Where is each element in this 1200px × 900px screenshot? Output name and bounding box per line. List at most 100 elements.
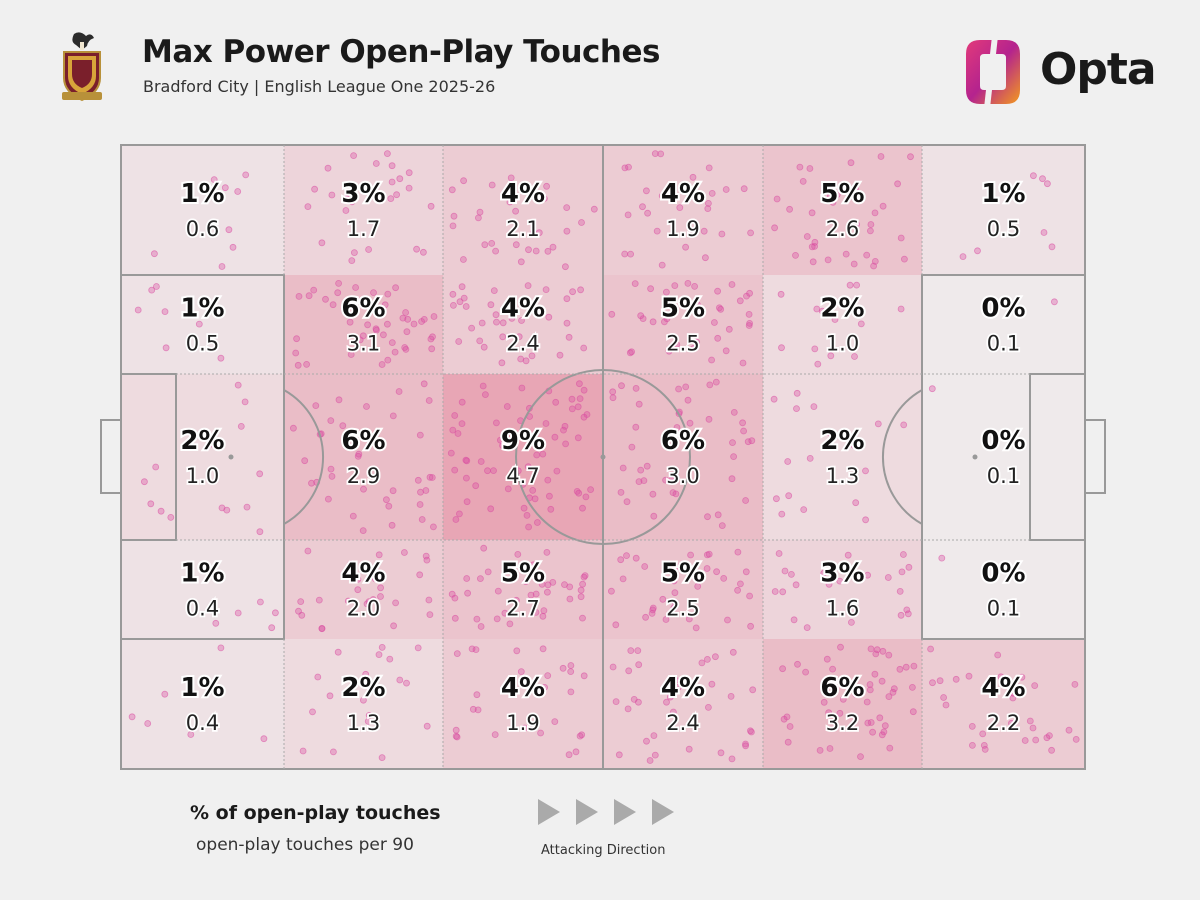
touch-dot <box>546 492 553 500</box>
touch-dot <box>522 578 530 585</box>
touch-dot <box>378 754 386 761</box>
touch-dot <box>383 320 391 328</box>
touch-dot <box>650 512 658 520</box>
touch-dot <box>152 463 160 471</box>
touch-dot <box>863 251 871 259</box>
touch-dot <box>717 749 725 757</box>
touch-dot <box>512 241 520 249</box>
zone-percent-label: 5% <box>501 559 545 589</box>
touch-dot <box>524 463 532 471</box>
touch-dot <box>666 693 674 701</box>
touch-dot <box>778 510 786 518</box>
zone-per90-label: 1.3 <box>826 464 859 488</box>
touch-dot <box>364 718 372 725</box>
touch-dot <box>609 394 617 402</box>
touch-dot <box>628 443 636 451</box>
opta-brand-text: Opta <box>1040 44 1157 95</box>
touch-dot <box>724 616 731 624</box>
touch-dot <box>794 660 801 668</box>
touch-dot <box>481 241 489 249</box>
touch-dot <box>827 192 834 200</box>
heat-cell <box>443 145 603 275</box>
touch-dot <box>541 195 548 202</box>
heat-cell <box>443 639 603 769</box>
touch-dot <box>886 744 894 752</box>
touch-dot <box>643 737 650 745</box>
touch-dot <box>346 318 354 326</box>
touch-dot <box>1018 673 1026 681</box>
touch-dot <box>167 514 175 521</box>
touch-dot <box>360 567 368 574</box>
touch-dot <box>771 224 778 232</box>
touch-dot <box>490 287 498 295</box>
touch-dot <box>157 507 165 515</box>
touch-dot <box>356 336 364 344</box>
touch-dot <box>560 426 567 434</box>
touch-dot <box>375 551 383 559</box>
zone-per90-label: 2.5 <box>666 597 699 621</box>
zone-percent-label: 6% <box>661 426 705 456</box>
touch-dot <box>880 728 888 736</box>
touch-dot <box>256 470 264 478</box>
touch-dot <box>662 476 669 484</box>
touch-dot <box>418 516 426 523</box>
touch-dot <box>530 228 537 236</box>
zone-per90-label: 2.1 <box>506 217 539 241</box>
touch-dot <box>451 614 459 622</box>
touch-dot <box>897 611 905 619</box>
touch-dot <box>1048 243 1056 251</box>
zone-per90-label: 2.5 <box>666 332 699 356</box>
touch-dot <box>1029 724 1037 732</box>
touch-dot <box>705 164 713 172</box>
touch-dot <box>425 596 433 604</box>
touch-dot <box>468 645 476 653</box>
touch-dot <box>351 433 359 441</box>
touch-dot <box>295 292 303 300</box>
touch-dot <box>362 670 370 678</box>
touch-dot <box>567 662 575 669</box>
touch-dot <box>577 286 584 294</box>
attacking-direction-label: Attacking Direction <box>541 843 666 858</box>
touch-dot <box>857 320 865 328</box>
touch-dot <box>563 204 571 212</box>
touch-dot <box>360 485 367 493</box>
touch-dot <box>520 504 528 512</box>
touch-dot <box>623 552 630 559</box>
opta-logo-icon <box>966 36 1020 108</box>
touch-dot <box>867 645 875 653</box>
touch-dot <box>734 548 742 556</box>
touch-dot <box>299 747 307 755</box>
touch-dot <box>449 222 457 230</box>
touch-dot <box>401 344 409 351</box>
zone-percent-label: 3% <box>820 559 864 589</box>
touch-dot <box>303 360 311 368</box>
touch-dot <box>712 378 720 386</box>
touch-dot <box>525 523 532 531</box>
touch-dot <box>568 405 576 413</box>
zone-per90-label: 1.0 <box>186 464 219 488</box>
touch-dot <box>583 411 591 418</box>
touch-dot <box>898 568 906 576</box>
touch-dot <box>499 319 507 327</box>
touch-dot <box>792 581 800 589</box>
touch-dot <box>462 303 470 310</box>
touch-dot <box>910 662 918 670</box>
touch-dot <box>649 604 657 612</box>
touch-dot <box>405 184 413 192</box>
heat-cell <box>284 275 443 374</box>
touch-dot <box>852 499 860 507</box>
touch-dot <box>392 284 400 292</box>
touch-dot <box>609 388 617 396</box>
zone-percent-label: 4% <box>501 179 545 209</box>
zone-per90-label: 1.9 <box>506 711 539 735</box>
touch-dot <box>452 726 460 734</box>
touch-dot <box>894 180 901 188</box>
touch-dot <box>327 465 335 473</box>
touch-dot <box>785 492 793 500</box>
touch-dot <box>506 620 514 628</box>
touch-dot <box>831 316 839 323</box>
touch-dot <box>625 163 632 171</box>
touch-dot <box>627 250 634 258</box>
touch-dot <box>747 622 754 630</box>
touch-dot <box>451 466 459 474</box>
